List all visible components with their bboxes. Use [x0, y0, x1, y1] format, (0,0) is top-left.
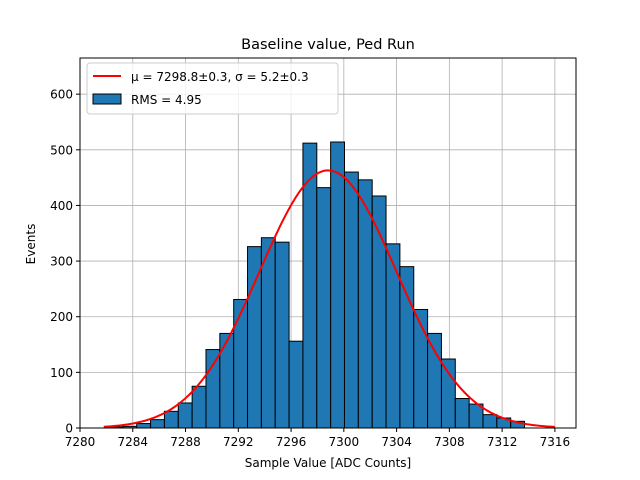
x-axis-ticks: 7280 7284 7288 7292 7296 7300 7304 7308 7312 7316 [65, 428, 570, 449]
x-tick-label: 7296 [276, 435, 307, 449]
histogram-bar [413, 308, 429, 429]
y-tick-label: 0 [65, 422, 73, 436]
histogram-bar [385, 243, 401, 429]
x-tick-label: 7308 [434, 435, 465, 449]
legend-histogram-label: RMS = 4.95 [131, 93, 202, 107]
histogram-bar [343, 171, 359, 429]
histogram-bar [260, 237, 276, 429]
chart-title: Baseline value, Ped Run [241, 37, 415, 53]
x-tick-label: 7292 [223, 435, 254, 449]
histogram-bar [191, 385, 207, 429]
histogram-bar [427, 332, 442, 429]
histogram-bar [482, 414, 498, 429]
x-axis-label: Sample Value [ADC Counts] [245, 456, 411, 470]
histogram-bar [454, 398, 470, 429]
x-tick-label: 7316 [540, 435, 571, 449]
plot-frame [79, 57, 577, 429]
histogram-bar [357, 179, 373, 429]
histogram-bar [233, 298, 249, 429]
histogram-bar [177, 402, 193, 429]
histogram-bar [274, 241, 290, 429]
y-tick-label: 500 [50, 143, 73, 157]
x-tick-label: 7300 [329, 435, 360, 449]
histogram-bar [219, 332, 235, 429]
x-tick-label: 7284 [117, 435, 148, 449]
legend-histogram-swatch [92, 93, 122, 105]
histogram-bar [136, 423, 152, 429]
x-tick-label: 7312 [487, 435, 518, 449]
y-axis-ticks: 0 100 200 300 400 500 600 [50, 88, 80, 436]
histogram-bar [163, 410, 179, 429]
y-tick-label: 200 [50, 310, 73, 324]
legend-fit-label: μ = 7298.8±0.3, σ = 5.2±0.3 [131, 70, 309, 84]
legend: μ = 7298.8±0.3, σ = 5.2±0.3 RMS = 4.95 [86, 62, 339, 115]
x-tick-label: 7280 [65, 435, 96, 449]
x-tick-label: 7304 [381, 435, 412, 449]
y-tick-label: 400 [50, 199, 73, 213]
x-tick-label: 7288 [170, 435, 201, 449]
y-tick-label: 100 [50, 366, 73, 380]
histogram-bar [205, 349, 221, 429]
y-axis-label: Events [24, 224, 38, 265]
gaussian-fit-curve [103, 169, 555, 428]
histogram-bar [288, 340, 304, 429]
y-tick-label: 300 [50, 255, 73, 269]
histogram-bar [150, 419, 165, 429]
histogram-bar [316, 187, 332, 429]
y-tick-label: 600 [50, 88, 73, 102]
histogram-bar [399, 266, 415, 429]
histogram-bar [440, 358, 456, 429]
histogram-bar [330, 141, 345, 429]
legend-box [86, 62, 339, 115]
